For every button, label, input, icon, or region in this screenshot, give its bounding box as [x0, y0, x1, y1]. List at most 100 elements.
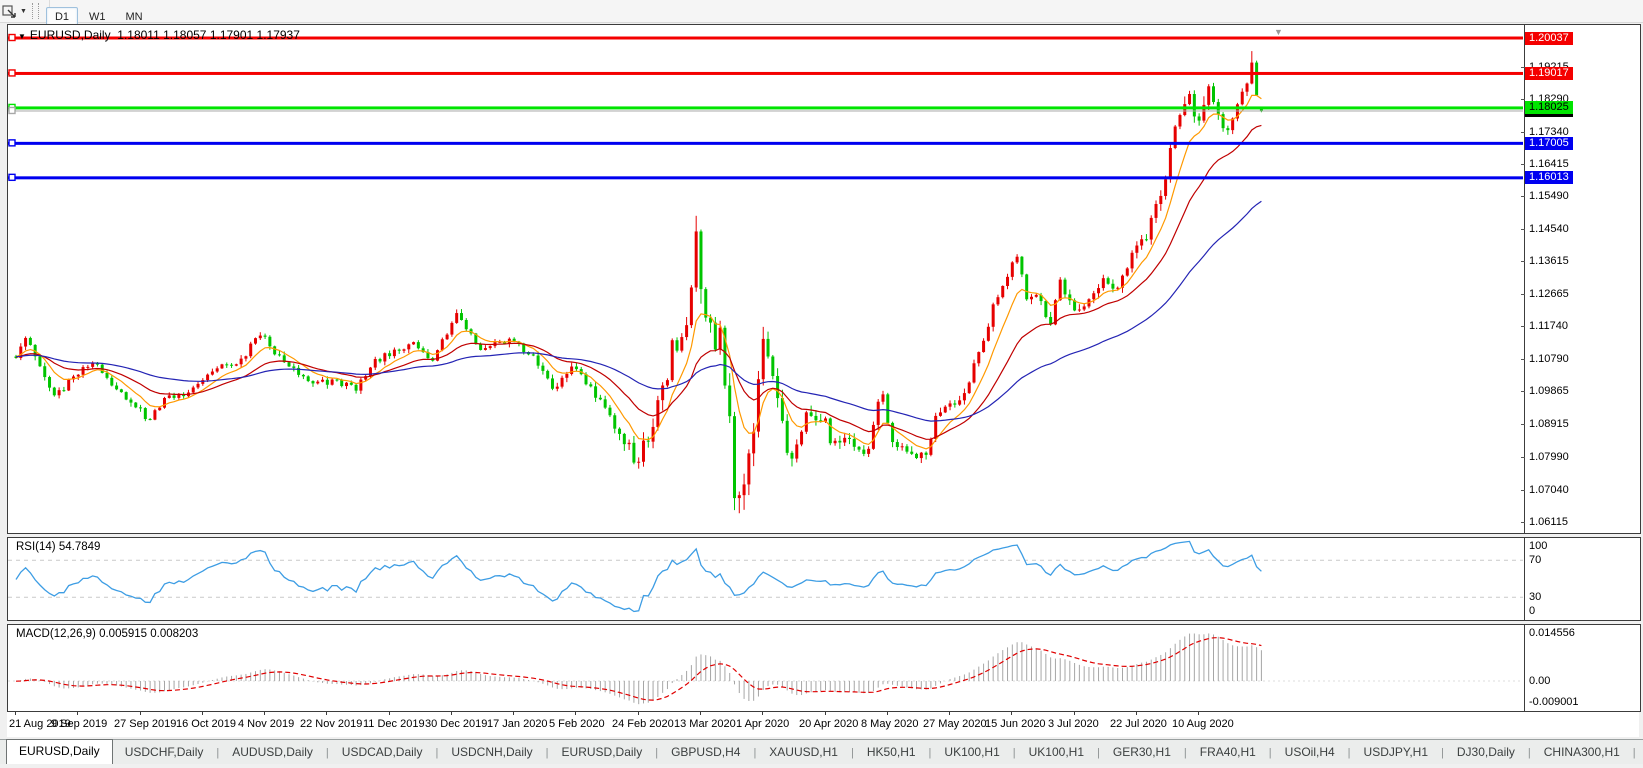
candle	[1164, 179, 1168, 196]
candle	[1207, 86, 1211, 105]
timeframe-button-d1[interactable]: D1	[45, 7, 78, 27]
tab-divider: |	[928, 747, 932, 759]
chart-tab-hk50-h1[interactable]: HK50,H1	[866, 745, 916, 759]
candle	[416, 342, 420, 349]
candle	[263, 335, 267, 337]
candle	[52, 387, 56, 396]
line-anchor-square[interactable]	[8, 33, 16, 42]
candle	[641, 440, 645, 462]
horizontal-line[interactable]	[8, 106, 1523, 110]
timeframe-button-mn[interactable]: MN	[125, 11, 143, 23]
candle	[1077, 309, 1081, 311]
chart-tab-usdcnh-daily[interactable]: USDCNH,Daily	[451, 745, 533, 759]
candle	[206, 374, 210, 381]
candle	[479, 344, 483, 350]
price-scale-divider	[1524, 25, 1525, 533]
chart-tab-usdjpy-h1[interactable]: USDJPY,H1	[1363, 745, 1429, 759]
price-tick-mark	[1521, 424, 1525, 425]
chart-tab-xauusd-h1[interactable]: XAUUSD,H1	[769, 745, 838, 759]
candle	[244, 356, 248, 359]
chart-tab-usdchf-daily[interactable]: USDCHF,Daily	[124, 745, 204, 759]
timeframe-buttons: M1M5M15M30H1H4D1W1MN	[45, 0, 267, 39]
line-anchor-square[interactable]	[8, 173, 16, 182]
chart-tab-usoil-h4[interactable]: USOil,H4	[1284, 745, 1335, 759]
chart-tab-ger30-h1[interactable]: GER30,H1	[1112, 745, 1171, 759]
horizontal-line[interactable]	[8, 110, 1523, 112]
horizontal-line[interactable]	[8, 141, 1523, 145]
chart-tab-gbpusd-h4[interactable]: GBPUSD,H4	[671, 745, 741, 759]
candle	[522, 343, 526, 353]
price-line-badge[interactable]: 1.16013	[1525, 171, 1573, 184]
candle	[455, 313, 459, 323]
chart-tab-dj30-daily[interactable]: DJ30,Daily	[1456, 745, 1515, 759]
date-label: 8 May 2020	[861, 718, 919, 730]
chart-tab-eurusd-daily[interactable]: EURUSD,Daily	[561, 745, 643, 759]
chart-tab-eurusd-daily[interactable]: EURUSD,Daily	[6, 739, 113, 764]
chevron-down-icon[interactable]: ▼	[20, 7, 27, 15]
candle	[618, 428, 622, 434]
candle	[292, 366, 296, 368]
candle	[685, 325, 689, 338]
toolbar-grip-handle[interactable]	[31, 3, 39, 19]
price-tick-mark	[1521, 261, 1525, 262]
chart-tab-china300-h1[interactable]: CHINA300,H1	[1543, 745, 1620, 759]
line-anchor-square[interactable]	[8, 106, 16, 115]
chart-tab-uk100-h1[interactable]: UK100,H1	[1028, 745, 1085, 759]
price-line-badge[interactable]: 1.17005	[1525, 137, 1573, 150]
tab-divider: |	[435, 747, 439, 759]
candle	[28, 337, 32, 345]
candle	[1154, 204, 1158, 218]
candle	[335, 379, 339, 381]
tab-divider: |	[1268, 747, 1272, 759]
candle	[402, 349, 406, 351]
chart-tab-usoil-h1[interactable]: USOil,H1	[1637, 741, 1643, 764]
symbol-dropdown-icon[interactable]: ▼	[18, 32, 26, 41]
price-chart-plot[interactable]: ▼	[8, 25, 1523, 531]
candle	[1039, 294, 1043, 302]
candle	[512, 338, 516, 342]
crosshair-tool-icon[interactable]	[2, 4, 17, 19]
date-tick-mark	[825, 712, 826, 715]
candle	[574, 366, 578, 370]
rsi-plot[interactable]	[8, 538, 1523, 618]
horizontal-line[interactable]	[8, 36, 1523, 40]
price-tick-label: 1.10790	[1529, 353, 1569, 365]
chart-tab-audusd-daily[interactable]: AUDUSD,Daily	[232, 745, 313, 759]
chart-tab-usdcad-daily[interactable]: USDCAD,Daily	[341, 745, 423, 759]
date-tick-mark	[389, 712, 390, 715]
candle	[368, 367, 372, 377]
candle	[1240, 91, 1244, 105]
candle	[67, 379, 71, 391]
horizontal-line[interactable]	[8, 71, 1523, 75]
candle	[694, 231, 698, 288]
rsi-scale-label: 100	[1529, 540, 1548, 552]
date-tick-mark	[638, 712, 639, 715]
candle	[215, 368, 219, 372]
candle	[790, 452, 794, 459]
price-line-badge[interactable]: 1.20037	[1525, 32, 1573, 45]
date-tick-mark	[1011, 712, 1012, 715]
candle	[254, 338, 257, 344]
line-anchor-square[interactable]	[8, 139, 16, 147]
price-line-badge[interactable]: 1.18025	[1525, 101, 1573, 114]
macd-plot[interactable]	[8, 625, 1523, 709]
horizontal-line[interactable]	[8, 176, 1523, 180]
date-label: 16 Oct 2019	[176, 718, 236, 730]
candle	[392, 349, 396, 357]
date-label: 17 Jan 2020	[487, 718, 548, 730]
date-tick-mark	[762, 712, 763, 715]
timeframe-button-w1[interactable]: W1	[89, 11, 106, 23]
candle	[316, 381, 320, 384]
price-line-badge[interactable]: 1.19017	[1525, 67, 1573, 80]
price-tick-mark	[1521, 326, 1525, 327]
chart-tab-uk100-h1[interactable]: UK100,H1	[944, 745, 1000, 759]
chart-shift-marker-icon[interactable]: ▼	[1274, 27, 1283, 37]
candle	[819, 420, 823, 422]
macd-scale-label: 0.00	[1529, 675, 1551, 687]
candle	[1159, 195, 1163, 205]
candle	[560, 377, 564, 387]
candle	[177, 394, 181, 398]
chart-tab-fra40-h1[interactable]: FRA40,H1	[1199, 745, 1256, 759]
price-tick-label: 1.07040	[1529, 484, 1569, 496]
line-anchor-square[interactable]	[8, 69, 16, 77]
